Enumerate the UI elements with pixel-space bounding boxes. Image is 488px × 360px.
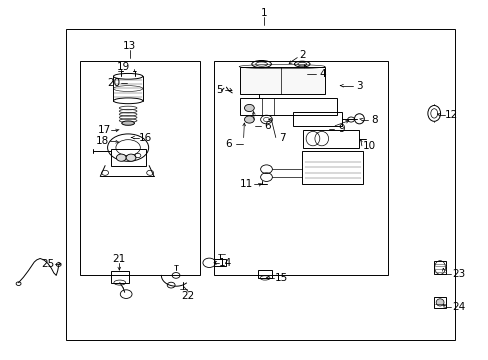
Text: 20: 20 <box>107 78 120 88</box>
Text: 23: 23 <box>451 269 465 279</box>
Ellipse shape <box>116 154 126 161</box>
Ellipse shape <box>122 121 134 125</box>
Text: 25: 25 <box>41 258 55 269</box>
Text: 17: 17 <box>97 125 111 135</box>
Ellipse shape <box>244 104 254 112</box>
Bar <box>433 261 446 274</box>
Bar <box>214 259 226 266</box>
Text: 22: 22 <box>181 291 195 301</box>
Bar <box>293 112 342 126</box>
Bar <box>214 61 387 275</box>
Text: 9: 9 <box>337 124 344 134</box>
Text: 4: 4 <box>319 69 325 79</box>
Bar <box>303 130 359 148</box>
Text: 2: 2 <box>298 50 305 60</box>
Text: 16: 16 <box>139 132 152 143</box>
Text: 10: 10 <box>363 141 375 151</box>
Ellipse shape <box>244 116 254 123</box>
Bar <box>111 271 128 283</box>
Text: 19: 19 <box>117 62 130 72</box>
Text: 5: 5 <box>215 85 222 95</box>
Bar <box>66 29 454 340</box>
Text: 6: 6 <box>264 121 271 131</box>
Text: 24: 24 <box>451 302 465 312</box>
Bar <box>80 61 199 275</box>
Text: 15: 15 <box>274 273 287 283</box>
Ellipse shape <box>126 154 136 161</box>
Text: 11: 11 <box>239 179 253 189</box>
Text: 13: 13 <box>122 41 136 51</box>
Bar <box>258 270 271 278</box>
Bar <box>111 149 145 166</box>
Bar <box>433 297 446 308</box>
Text: 3: 3 <box>356 81 363 91</box>
Text: 6: 6 <box>225 139 232 149</box>
Bar <box>239 98 337 115</box>
Bar <box>302 151 363 184</box>
Ellipse shape <box>435 299 443 306</box>
Text: 7: 7 <box>279 132 285 143</box>
Text: 12: 12 <box>444 110 458 120</box>
Text: 21: 21 <box>112 254 126 264</box>
Bar <box>239 67 325 94</box>
Text: 1: 1 <box>260 8 267 18</box>
Text: 8: 8 <box>370 114 377 125</box>
Text: 18: 18 <box>96 136 109 146</box>
Text: 14: 14 <box>219 258 232 268</box>
